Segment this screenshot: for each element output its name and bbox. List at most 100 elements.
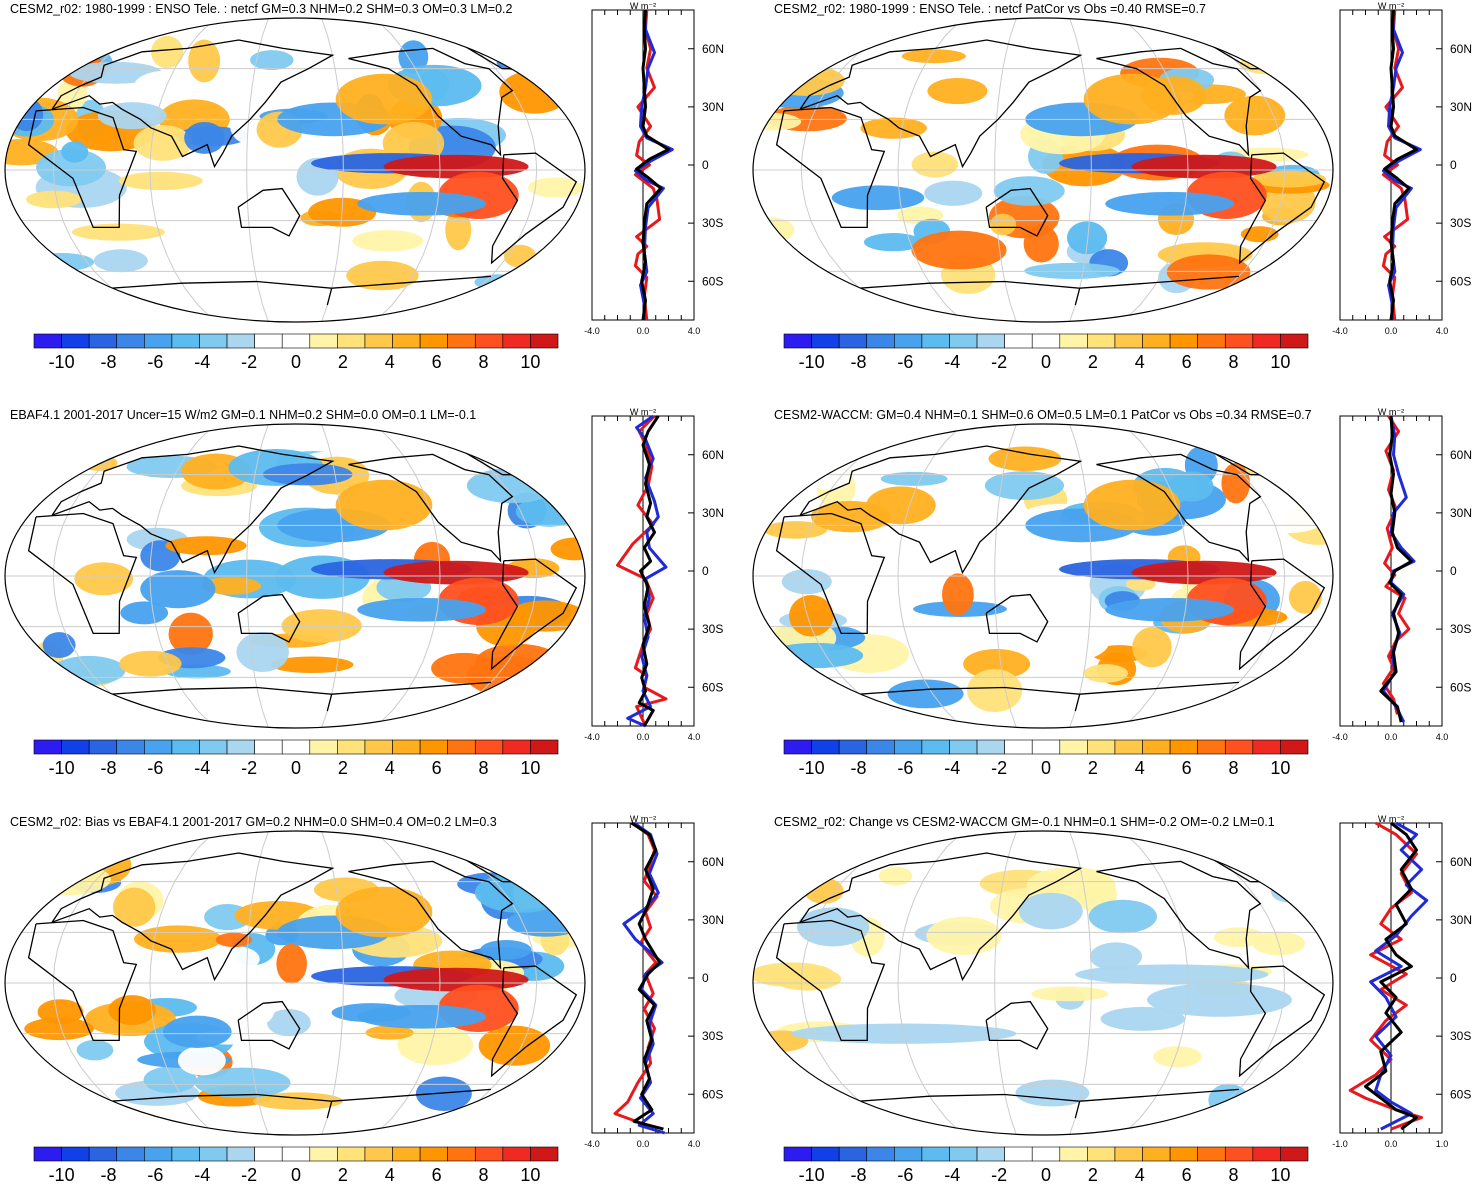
world-map: [753, 831, 1333, 1135]
colorbar-swatch: [1169, 1146, 1198, 1162]
colorbar-swatch: [783, 1146, 812, 1162]
zonal-lat-label: 30S: [702, 216, 723, 230]
colorbar-tick-label: -6: [147, 352, 163, 372]
colorbar-tick-label: 2: [338, 758, 348, 778]
colorbar-tick-label: 10: [520, 352, 540, 372]
colorbar-swatch: [88, 333, 118, 349]
colorbar-swatch: [1197, 1146, 1226, 1162]
anomaly-region: [71, 223, 165, 241]
colorbar-tick-label: -8: [100, 352, 116, 372]
zonal-lat-label: 60S: [1450, 1087, 1471, 1101]
colorbar-swatch: [281, 739, 311, 755]
colorbar-tick-label: 4: [385, 352, 395, 372]
anomaly-region: [270, 656, 354, 673]
colorbar-tick-label: -2: [991, 1165, 1007, 1185]
anomaly-region: [445, 209, 472, 251]
coastline: [51, 445, 335, 575]
coastline: [1238, 558, 1326, 671]
anomaly-region: [967, 669, 1023, 713]
zonal-units: W m⁻²: [1378, 814, 1404, 824]
graticule-lon: [246, 424, 269, 728]
colorbar-tick-label: 2: [338, 1165, 348, 1185]
map-border: [752, 423, 1334, 729]
graticule-lon: [1069, 424, 1092, 728]
graticule-lon: [994, 18, 1017, 322]
colorbar-swatch: [116, 333, 145, 349]
anomaly-region: [984, 471, 1065, 501]
coastline: [859, 1093, 1081, 1119]
anomaly-region: [1270, 880, 1305, 903]
graticule-lon: [1175, 18, 1286, 322]
graticule-lon: [149, 18, 216, 322]
colorbar-swatch: [1280, 1146, 1309, 1162]
coastline: [27, 512, 138, 635]
graticule-lon: [149, 424, 216, 728]
coastline: [775, 106, 886, 229]
graticule-lon: [149, 831, 216, 1135]
colorbar-swatch: [88, 1146, 118, 1162]
zonal-lat-label: 0: [1450, 971, 1457, 985]
colorbar-swatch: [144, 333, 173, 349]
anomaly-region: [1131, 154, 1277, 179]
graticule-lon: [1175, 831, 1286, 1135]
anomaly-region: [184, 121, 225, 154]
anomaly-region: [194, 1067, 291, 1099]
colorbar-swatch: [226, 333, 255, 349]
colorbar-tick-label: 2: [1088, 758, 1098, 778]
anomaly-region: [1213, 927, 1265, 948]
graticule-lon: [1175, 424, 1286, 728]
colorbar-swatch: [1252, 1146, 1281, 1162]
colorbar-tick-label: -4: [944, 1165, 960, 1185]
anomaly-region: [133, 124, 192, 161]
anomaly-region: [352, 230, 424, 252]
colorbar-swatch: [811, 739, 840, 755]
colorbar-swatch: [949, 1146, 978, 1162]
zonal-lat-label: 30N: [702, 506, 724, 520]
colorbar-swatch: [447, 739, 476, 755]
colorbar-tick-label: 10: [1270, 352, 1290, 372]
colorbar-swatch: [88, 739, 118, 755]
graticule-lon: [1069, 831, 1092, 1135]
zonal-lat-label: 30S: [1450, 622, 1471, 636]
anomaly-region: [250, 50, 294, 71]
zonal-line-model: [633, 9, 662, 321]
zonal-mean-plot: W m⁻² -4.0 0.0 4.0 60N 30N 0 30S 60S: [584, 407, 724, 742]
zonal-x-tick-label: 4.0: [688, 326, 701, 336]
zonal-lat-label: 60S: [1450, 274, 1471, 288]
anomaly-region: [61, 141, 89, 163]
anomaly-region: [145, 255, 239, 272]
colorbar-tick-label: 8: [479, 758, 489, 778]
panel-p2: CESM2_r02: 1980-1999 : ENSO Tele. : netc…: [748, 0, 1483, 380]
colorbar-tick-label: -2: [241, 352, 257, 372]
coastline: [775, 512, 886, 635]
anomaly-region: [1083, 479, 1181, 531]
colorbar-tick-label: 2: [338, 352, 348, 372]
colorbar-swatch: [838, 1146, 868, 1162]
colorbar-tick-label: 0: [291, 352, 301, 372]
coastline: [859, 686, 1081, 712]
anomaly-region: [466, 655, 555, 697]
coastline: [348, 453, 514, 563]
colorbar-swatch: [199, 739, 228, 755]
colorbar-swatch: [254, 739, 283, 755]
anomaly-region: [1288, 580, 1322, 614]
anomaly-region: [993, 176, 1065, 206]
panel-title: EBAF4.1 2001-2017 Uncer=15 W/m2 GM=0.1 N…: [10, 408, 477, 422]
colorbar-swatch: [838, 333, 868, 349]
zonal-mean-plot: W m⁻² -1.0 0.0 1.0 60N 30N 0 30S 60S: [1332, 814, 1472, 1149]
anomaly-region: [357, 1004, 487, 1029]
colorbar-swatch: [1004, 739, 1033, 755]
coastline: [1238, 965, 1326, 1078]
anomaly-region: [168, 612, 213, 656]
colorbar-tick-label: -2: [991, 758, 1007, 778]
coastline: [1238, 152, 1326, 265]
colorbar-tick-label: 6: [432, 758, 442, 778]
colorbar-tick-label: 4: [385, 1165, 395, 1185]
colorbar-swatch: [1252, 739, 1281, 755]
anomaly-region: [773, 967, 842, 991]
zonal-x-tick-label: 4.0: [1436, 326, 1449, 336]
coastline: [1079, 1088, 1239, 1102]
colorbar-swatch: [419, 1146, 448, 1162]
colorbar-swatch: [419, 333, 448, 349]
colorbar-tick-label: 6: [432, 352, 442, 372]
